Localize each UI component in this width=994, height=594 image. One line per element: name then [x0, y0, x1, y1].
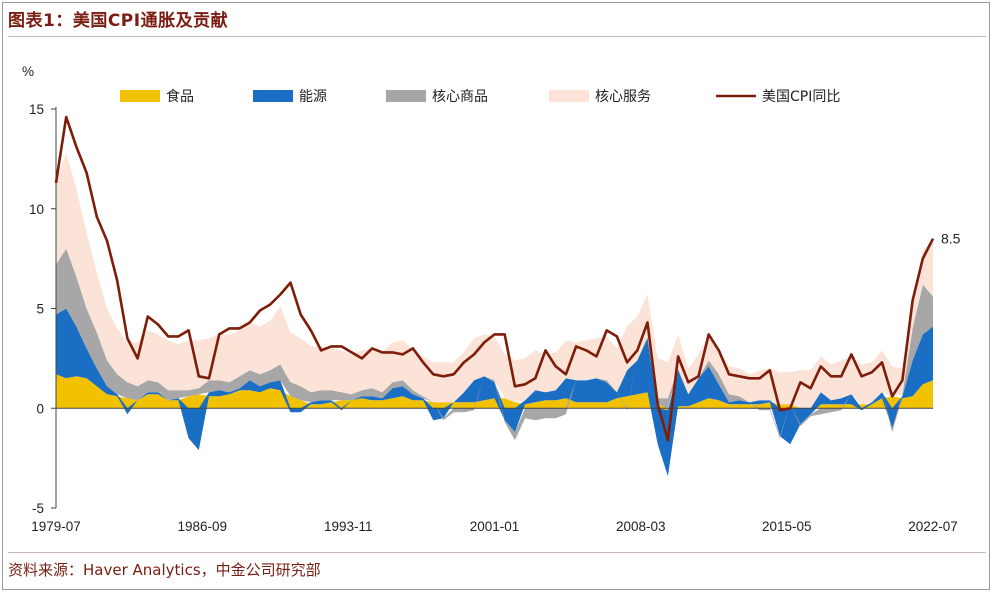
legend: 食品 能源 核心商品 核心服务 美国CPI同比 — [120, 88, 840, 105]
legend-label: 能源 — [299, 89, 327, 105]
x-tick-label: 2008-03 — [616, 519, 666, 534]
y-tick-label: 0 — [36, 401, 44, 416]
legend-swatch — [120, 90, 160, 102]
labels: 8.5 — [941, 231, 961, 247]
source-note: 资料来源：Haver Analytics，中金公司研究部 — [8, 561, 321, 579]
y-axis-unit: % — [22, 64, 34, 79]
cpi-line-layer — [54, 115, 935, 442]
legend-label: 美国CPI同比 — [762, 89, 840, 105]
x-tick-label: 2001-01 — [470, 519, 520, 534]
x-tick-label: 1979-07 — [31, 519, 81, 534]
stacked-areas — [56, 152, 933, 477]
legend-label: 食品 — [166, 88, 194, 105]
legend-swatch — [549, 90, 589, 102]
y-tick-label: 10 — [29, 202, 44, 217]
latest-cpi-value-label: 8.5 — [941, 231, 961, 247]
y-tick-label: 5 — [36, 302, 44, 317]
cpi-yoy-line — [54, 115, 935, 442]
chart-title: 图表1：美国CPI通胀及贡献 — [8, 11, 229, 31]
x-tick-label: 1993-11 — [324, 519, 373, 534]
x-tick-label: 2015-05 — [762, 519, 812, 534]
area-food — [56, 374, 933, 411]
legend-label: 核心服务 — [595, 89, 651, 105]
y-tick-label: -5 — [32, 501, 44, 516]
footer-divider — [8, 552, 986, 553]
legend-swatch — [253, 90, 293, 102]
x-tick-label: 1986-09 — [177, 519, 227, 534]
area-core-services — [56, 152, 933, 409]
axes: % 15 10 5 0 -5 1979-07 1986-09 1993-11 2001-01 200… — [22, 64, 958, 534]
legend-swatch — [386, 90, 426, 102]
y-tick-label: 15 — [29, 102, 44, 117]
area-energy — [56, 308, 933, 477]
x-tick-label: 2022-07 — [908, 519, 958, 534]
title-divider — [8, 36, 986, 37]
legend-label: 核心商品 — [432, 89, 488, 105]
